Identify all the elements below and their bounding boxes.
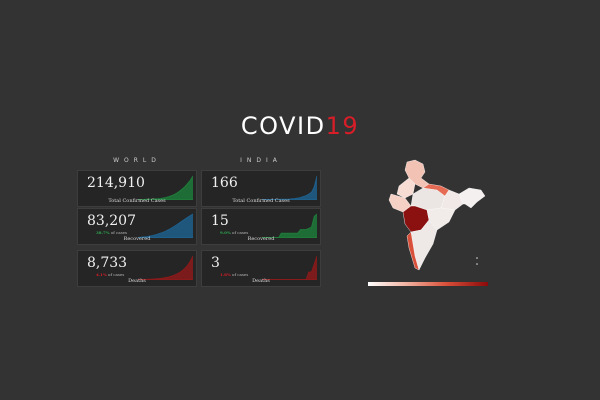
world-confirmed-card: 214,910 Total Confirmed Cases bbox=[77, 170, 197, 207]
india-heading: INDIA bbox=[240, 157, 282, 164]
sparkline-area bbox=[138, 176, 193, 200]
sparkline-area bbox=[262, 176, 317, 200]
india-confirmed-sparkline bbox=[262, 175, 317, 200]
world-confirmed-value: 214,910 bbox=[87, 175, 145, 191]
india-recovered-pct-value: 9.0% bbox=[220, 230, 231, 235]
world-deaths-value: 8,733 bbox=[87, 255, 128, 271]
sparkline-line bbox=[138, 213, 193, 238]
india-recovered-pct: 9.0% of cases bbox=[220, 230, 248, 235]
india-confirmed-card: 166 Total Confirmed Cases bbox=[201, 170, 321, 207]
world-recovered-pct: 38.7% of cases bbox=[96, 230, 127, 235]
sparkline-line bbox=[262, 255, 317, 280]
world-recovered-pct-value: 38.7% bbox=[96, 230, 110, 235]
india-deaths-value: 3 bbox=[211, 255, 220, 271]
india-deaths-pct-suffix: of cases bbox=[232, 272, 249, 277]
world-recovered-card: 83,207 38.7% of cases Recovered bbox=[77, 208, 197, 245]
india-deaths-pct-value: 1.8% bbox=[220, 272, 231, 277]
page-title: COVID19 bbox=[0, 111, 600, 141]
world-recovered-value: 83,207 bbox=[87, 213, 136, 229]
world-deaths-pct: 4.1% of cases bbox=[96, 272, 124, 277]
world-recovered-sparkline bbox=[138, 213, 193, 238]
india-recovered-value: 15 bbox=[211, 213, 229, 229]
india-recovered-pct-suffix: of cases bbox=[232, 230, 249, 235]
map-region-islands-2[interactable] bbox=[476, 263, 478, 265]
world-heading: WORLD bbox=[113, 157, 161, 164]
world-deaths-card: 8,733 4.1% of cases Deaths bbox=[77, 250, 197, 287]
world-deaths-pct-value: 4.1% bbox=[96, 272, 107, 277]
india-deaths-label: Deaths bbox=[252, 278, 270, 284]
india-recovered-label: Recovered bbox=[247, 236, 275, 242]
title-accent: 19 bbox=[325, 112, 360, 140]
india-deaths-pct: 1.8% of cases bbox=[220, 272, 248, 277]
sparkline-line bbox=[262, 213, 317, 238]
map-region-northeast[interactable] bbox=[458, 187, 486, 209]
world-deaths-pct-suffix: of cases bbox=[108, 272, 125, 277]
map-region-islands[interactable] bbox=[476, 257, 478, 259]
map-region-southwest[interactable] bbox=[406, 231, 420, 271]
world-deaths-label: Deaths bbox=[128, 278, 146, 284]
title-main: COVID bbox=[240, 112, 326, 140]
india-confirmed-label: Total Confirmed Cases bbox=[232, 198, 290, 204]
india-map[interactable] bbox=[385, 158, 490, 276]
map-color-legend bbox=[368, 282, 488, 286]
india-recovered-sparkline bbox=[262, 213, 317, 238]
world-confirmed-label: Total Confirmed Cases bbox=[108, 198, 166, 204]
india-deaths-sparkline bbox=[262, 255, 317, 280]
india-deaths-card: 3 1.8% of cases Deaths bbox=[201, 250, 321, 287]
world-recovered-pct-suffix: of cases bbox=[110, 230, 128, 235]
india-recovered-card: 15 9.0% of cases Recovered bbox=[201, 208, 321, 245]
sparkline-area bbox=[262, 256, 317, 280]
world-recovered-label: Recovered bbox=[123, 236, 151, 242]
world-confirmed-sparkline bbox=[138, 175, 193, 200]
sparkline-area bbox=[138, 214, 193, 238]
sparkline-area bbox=[138, 256, 193, 280]
world-deaths-sparkline bbox=[138, 255, 193, 280]
india-confirmed-value: 166 bbox=[211, 175, 238, 191]
sparkline-area bbox=[262, 214, 317, 238]
